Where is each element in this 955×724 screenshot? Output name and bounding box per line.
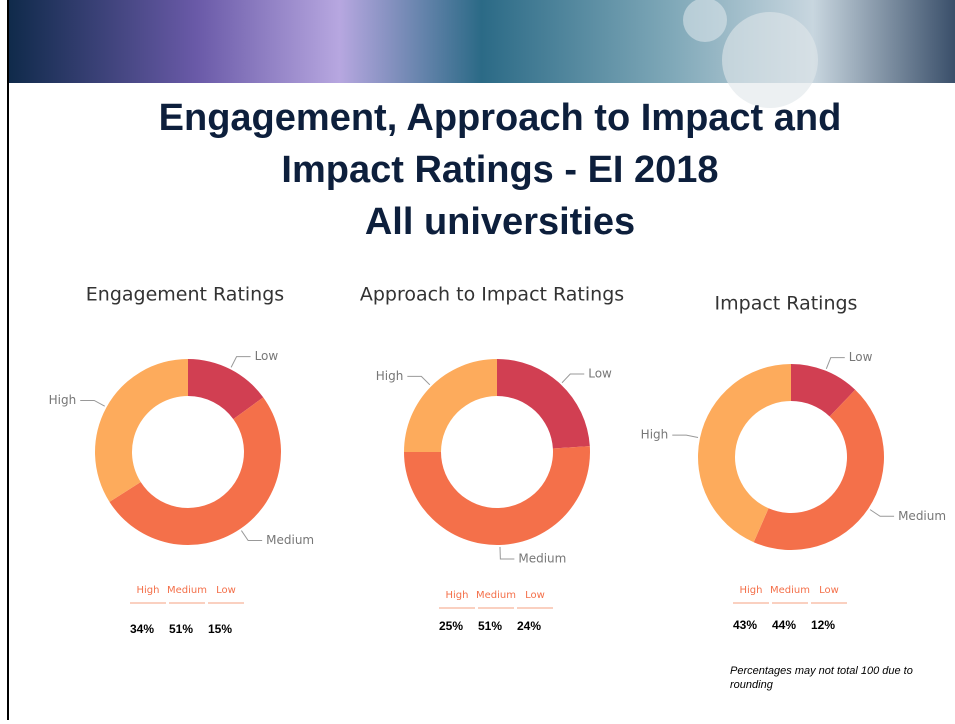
chart-title: Approach to Impact Ratings <box>360 284 624 306</box>
leader-line <box>240 530 263 541</box>
slice-label: Medium <box>898 509 946 523</box>
banner-bubble <box>683 0 727 42</box>
legend-header: Medium <box>770 585 810 596</box>
slide-title: All universities <box>365 201 635 243</box>
slice-label: High <box>641 428 669 442</box>
legend-header: High <box>137 585 160 596</box>
leader-line <box>672 434 699 439</box>
donut-slice <box>188 359 264 420</box>
leader-line <box>407 375 431 386</box>
value-label: 43% <box>733 618 757 632</box>
chart-title: Impact Ratings <box>715 293 858 315</box>
donut-slice <box>404 359 497 452</box>
leader-line <box>499 546 515 560</box>
slice-label: Low <box>849 350 873 364</box>
slice-label: High <box>49 393 77 407</box>
value-label: 34% <box>130 622 154 636</box>
footnote: Percentages may not total 100 due to rou… <box>730 665 913 691</box>
value-label: 12% <box>811 618 835 632</box>
legend-header: Medium <box>476 590 516 601</box>
donut-slice <box>497 358 590 449</box>
donut-slice <box>95 359 188 502</box>
slice-label: High <box>376 369 404 383</box>
legend-header: Low <box>819 585 839 596</box>
legend-header: Low <box>525 590 545 601</box>
value-label: 44% <box>772 618 796 632</box>
value-label: 24% <box>517 619 541 633</box>
slice-label: Medium <box>518 551 566 565</box>
legend-header: Low <box>216 585 236 596</box>
slice-label: Medium <box>266 533 314 547</box>
leader-line <box>561 373 585 384</box>
slice-label: Low <box>255 349 279 363</box>
donut-slice <box>698 364 791 543</box>
value-label: 25% <box>439 619 463 633</box>
legend-header: Medium <box>167 585 207 596</box>
value-label: 51% <box>478 619 502 633</box>
leader-line <box>825 357 845 369</box>
value-label: 51% <box>169 622 193 636</box>
donut-slice <box>753 389 884 550</box>
donut-slice <box>791 364 856 417</box>
legend-header: High <box>740 585 763 596</box>
slice-label: Low <box>588 367 612 381</box>
leader-line <box>869 509 895 517</box>
value-label: 15% <box>208 622 232 636</box>
leader-line <box>230 356 251 368</box>
slide-title: Impact Ratings - EI 2018 <box>281 149 718 191</box>
slide-title: Engagement, Approach to Impact and <box>159 97 842 139</box>
donut-slice <box>109 397 281 545</box>
chart-title: Engagement Ratings <box>86 284 284 306</box>
donut-slice <box>404 446 591 546</box>
leader-line <box>80 399 105 407</box>
legend-header: High <box>446 590 469 601</box>
banner-bubble <box>722 12 818 108</box>
